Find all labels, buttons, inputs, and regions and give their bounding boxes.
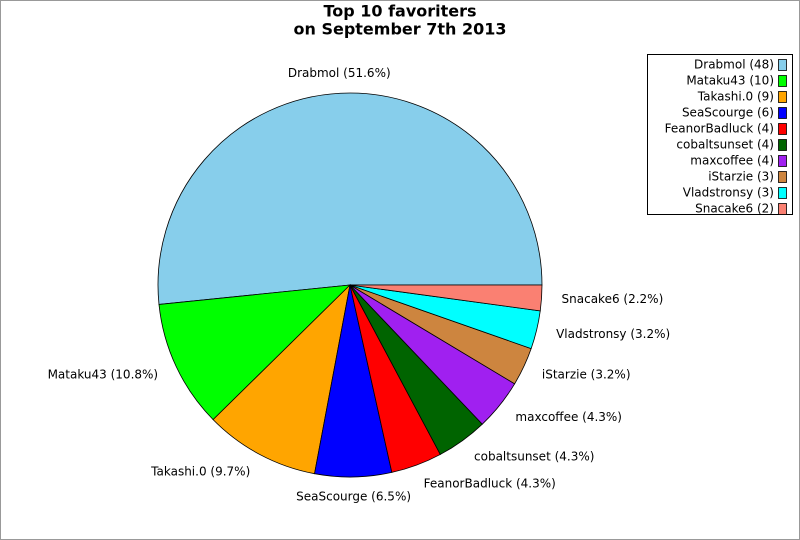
pie-slice	[158, 284, 352, 421]
legend-label: SeaScourge (6)	[682, 106, 774, 120]
legend-label: iStarzie (3)	[708, 170, 774, 184]
slice-label: Takashi.0 (9.7%)	[150, 465, 250, 479]
slice-label: Drabmol (51.6%)	[288, 66, 391, 80]
legend-label: Mataku43 (10)	[686, 74, 774, 88]
chart-subtitle: on September 7th 2013	[294, 20, 507, 39]
legend-swatch	[778, 155, 787, 167]
slice-label: Vladstronsy (3.2%)	[556, 327, 670, 341]
slice-label: Snacake6 (2.2%)	[562, 292, 664, 306]
legend-label: Snacake6 (2)	[695, 202, 774, 216]
slice-label: cobaltsunset (4.3%)	[474, 449, 594, 463]
legend-label: Vladstronsy (3)	[683, 186, 774, 200]
legend-swatch	[778, 123, 787, 135]
slice-label: Mataku43 (10.8%)	[48, 368, 159, 382]
legend-swatch	[778, 171, 787, 183]
slice-label: SeaScourge (6.5%)	[296, 489, 411, 503]
legend-swatch	[778, 187, 787, 199]
legend-label: FeanorBadluck (4)	[665, 122, 774, 136]
legend-label: Drabmol (48)	[694, 58, 774, 72]
legend-swatch	[778, 203, 787, 215]
legend-swatch	[778, 59, 787, 71]
pie-slice	[157, 92, 543, 305]
legend-swatch	[778, 107, 787, 119]
legend-swatch	[778, 91, 787, 103]
pie-slice	[212, 283, 351, 475]
slice-label: maxcoffee (4.3%)	[515, 410, 622, 424]
slice-label: FeanorBadluck (4.3%)	[424, 476, 556, 490]
legend-swatch	[778, 139, 787, 151]
legend-swatch	[778, 75, 787, 87]
pie-slice	[349, 284, 543, 312]
legend-label: maxcoffee (4)	[690, 154, 774, 168]
chart-title: Top 10 favoriters	[323, 2, 476, 21]
legend-label: cobaltsunset (4)	[676, 138, 774, 152]
legend-box	[647, 54, 793, 215]
slice-label: iStarzie (3.2%)	[542, 368, 631, 382]
legend-label: Takashi.0 (9)	[697, 90, 774, 104]
